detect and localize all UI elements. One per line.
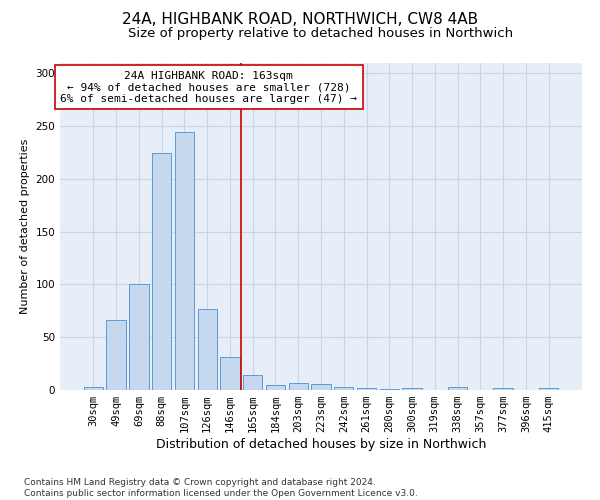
Bar	[403, 388, 422, 390]
Bar	[175, 132, 194, 390]
Bar	[448, 387, 467, 390]
Bar	[243, 375, 262, 390]
Bar	[152, 154, 172, 390]
Bar	[334, 387, 353, 390]
Y-axis label: Number of detached properties: Number of detached properties	[20, 138, 30, 314]
Bar	[129, 284, 149, 390]
Text: Contains HM Land Registry data © Crown copyright and database right 2024.
Contai: Contains HM Land Registry data © Crown c…	[24, 478, 418, 498]
Bar	[84, 387, 103, 390]
Bar	[106, 320, 126, 390]
Bar	[220, 357, 239, 390]
Bar	[266, 384, 285, 390]
Bar	[311, 384, 331, 390]
Bar	[289, 382, 308, 390]
Bar	[493, 388, 513, 390]
Bar	[357, 388, 376, 390]
Title: Size of property relative to detached houses in Northwich: Size of property relative to detached ho…	[128, 28, 514, 40]
Bar	[197, 308, 217, 390]
Bar	[380, 389, 399, 390]
Bar	[539, 388, 558, 390]
Text: 24A HIGHBANK ROAD: 163sqm
← 94% of detached houses are smaller (728)
6% of semi-: 24A HIGHBANK ROAD: 163sqm ← 94% of detac…	[60, 70, 357, 104]
X-axis label: Distribution of detached houses by size in Northwich: Distribution of detached houses by size …	[156, 438, 486, 451]
Text: 24A, HIGHBANK ROAD, NORTHWICH, CW8 4AB: 24A, HIGHBANK ROAD, NORTHWICH, CW8 4AB	[122, 12, 478, 28]
